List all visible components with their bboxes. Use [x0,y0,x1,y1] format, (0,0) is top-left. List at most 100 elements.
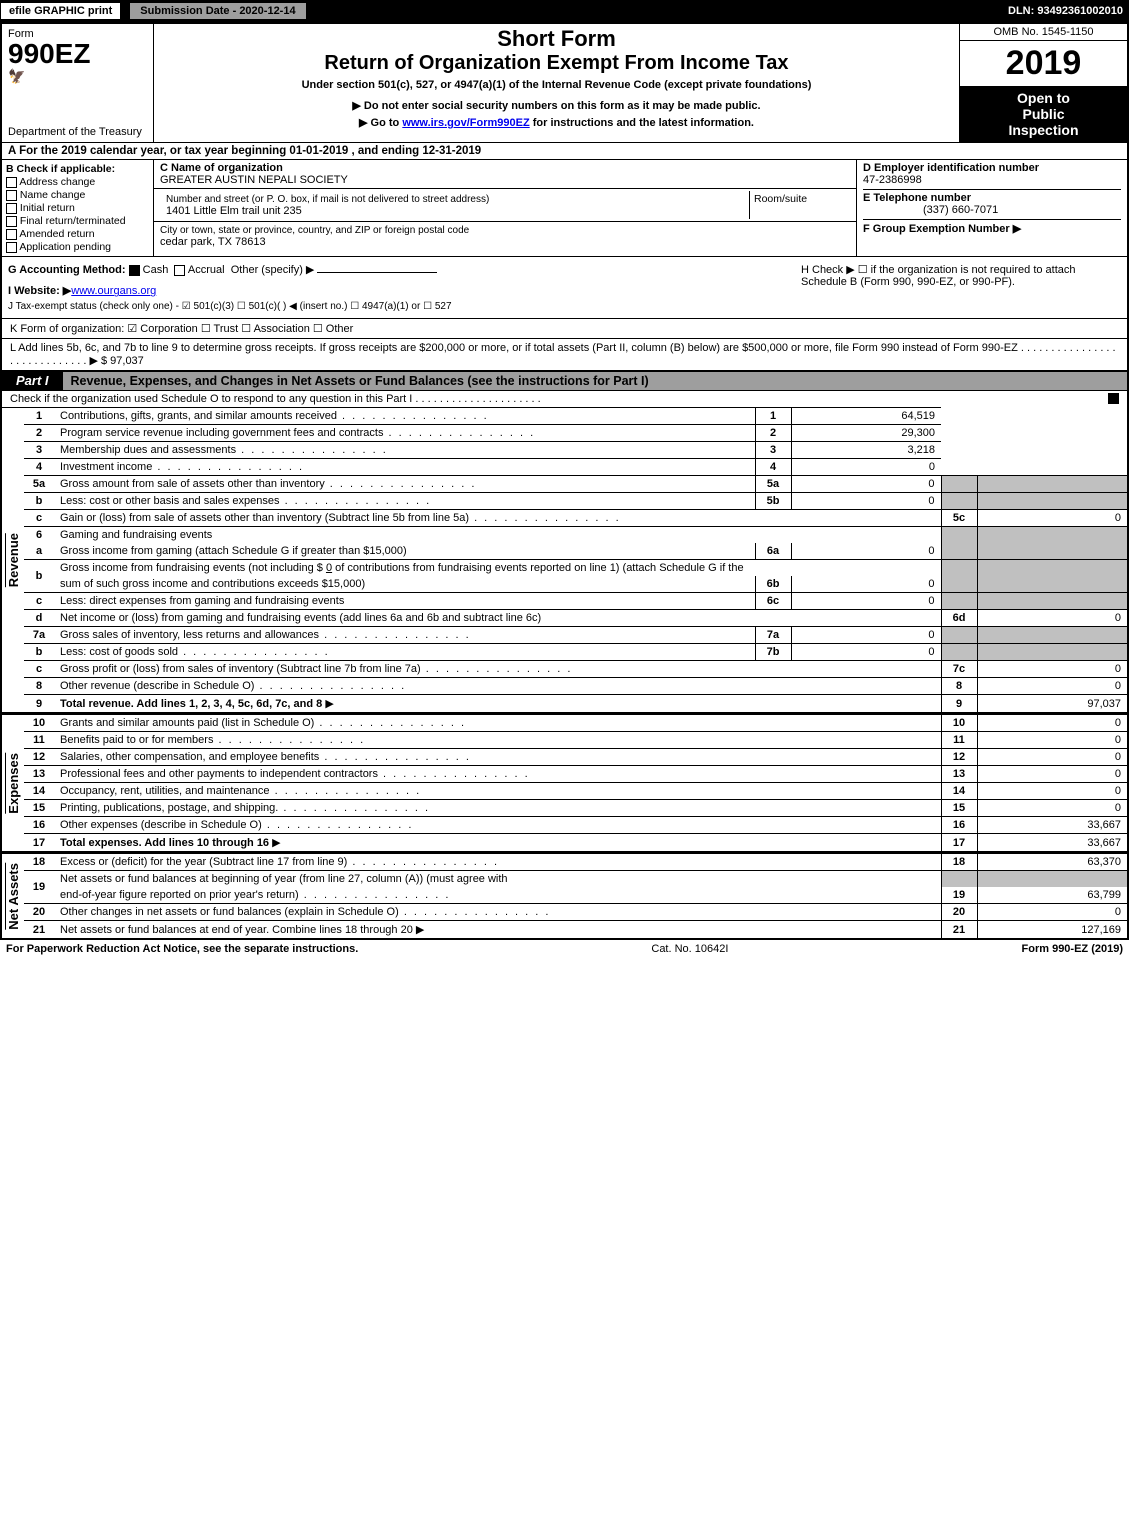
line-16: 16Other expenses (describe in Schedule O… [24,817,1127,834]
form-header: Form 990EZ 🦅 Department of the Treasury … [2,24,1127,142]
schedule-o-checkbox[interactable] [1108,393,1119,404]
line-13: 13Professional fees and other payments t… [24,766,1127,783]
b-opt-address[interactable]: Address change [6,176,149,188]
line-6d: dNet income or (loss) from gaming and fu… [24,610,1127,627]
line-21: 21Net assets or fund balances at end of … [24,921,1127,939]
part1-tab: Part I [2,371,63,390]
c-addr-label: Number and street (or P. O. box, if mail… [166,194,489,205]
c-name-label: C Name of organization [160,162,283,174]
c-city-label: City or town, state or province, country… [160,225,469,236]
dept-label: Department of the Treasury [8,126,147,138]
form-title: Return of Organization Exempt From Incom… [324,52,788,75]
line-5b: bLess: cost or other basis and sales exp… [24,493,1127,510]
revenue-v-label: Revenue [5,533,21,587]
open-to-public-badge: Open to Public Inspection [960,86,1127,142]
line-6b: bGross income from fundraising events (n… [24,560,1127,577]
revenue-section: Revenue 1Contributions, gifts, grants, a… [2,407,1127,712]
open-line3: Inspection [962,122,1125,138]
j-tax-exempt: J Tax-exempt status (check only one) - ☑… [8,301,801,312]
line-20: 20Other changes in net assets or fund ba… [24,904,1127,921]
net-assets-v-label: Net Assets [5,863,21,930]
b-opt-amended[interactable]: Amended return [6,228,149,240]
footer-form-ref: Form 990-EZ (2019) [1022,943,1123,955]
omb-number: OMB No. 1545-1150 [960,24,1127,41]
efile-print-button[interactable]: efile GRAPHIC print [0,2,121,20]
c-name-value: GREATER AUSTIN NEPALI SOCIETY [160,174,348,186]
irs-link[interactable]: www.irs.gov/Form990EZ [402,117,529,129]
line-2: 2Program service revenue including gover… [24,425,1127,442]
e-phone-value: (337) 660-7071 [863,204,998,216]
line-7c: cGross profit or (loss) from sales of in… [24,661,1127,678]
open-line2: Public [962,106,1125,122]
line-7a: 7aGross sales of inventory, less returns… [24,627,1127,644]
net-assets-section: Net Assets 18Excess or (deficit) for the… [2,851,1127,938]
footer-cat: Cat. No. 10642I [651,943,728,955]
d-ein-value: 47-2386998 [863,174,1121,186]
line-6c: cLess: direct expenses from gaming and f… [24,593,1127,610]
section-b-checkboxes: B Check if applicable: Address change Na… [2,160,154,256]
line-1: 1Contributions, gifts, grants, and simil… [24,408,1127,425]
line-7b: bLess: cost of goods sold7b0 [24,644,1127,661]
line-14: 14Occupancy, rent, utilities, and mainte… [24,783,1127,800]
g-accrual-checkbox[interactable] [174,265,185,276]
line-12: 12Salaries, other compensation, and empl… [24,749,1127,766]
line-3: 3Membership dues and assessments33,218 [24,442,1127,459]
open-line1: Open to [962,90,1125,106]
line-11: 11Benefits paid to or for members110 [24,732,1127,749]
g-cash-checkbox[interactable] [129,265,140,276]
line-6a: aGross income from gaming (attach Schedu… [24,543,1127,560]
line-17: 17Total expenses. Add lines 10 through 1… [24,834,1127,852]
form-990ez: Form 990EZ 🦅 Department of the Treasury … [0,22,1129,940]
goto-pre: ▶ Go to [359,117,402,129]
b-opt-initial[interactable]: Initial return [6,202,149,214]
c-addr-value: 1401 Little Elm trail unit 235 [166,205,302,217]
h-schedule-b: H Check ▶ ☐ if the organization is not r… [801,263,1121,312]
line-19: 19Net assets or fund balances at beginni… [24,871,1127,888]
b-opt-final[interactable]: Final return/terminated [6,215,149,227]
submission-date-badge: Submission Date - 2020-12-14 [129,2,306,20]
entity-info-grid: B Check if applicable: Address change Na… [2,159,1127,256]
c-room-suite: Room/suite [750,191,850,219]
line-4: 4Investment income40 [24,459,1127,476]
i-website: I Website: ▶www.ourgans.org [8,284,801,297]
g-h-row: G Accounting Method: Cash Accrual Other … [2,256,1127,318]
dln-number: DLN: 93492361002010 [1008,5,1129,17]
ssn-warning: ▶ Do not enter social security numbers o… [352,99,760,112]
c-city-value: cedar park, TX 78613 [160,236,266,248]
line-6: 6Gaming and fundraising events [24,527,1127,544]
l-gross-receipts: L Add lines 5b, 6c, and 7b to line 9 to … [2,338,1127,370]
page-footer: For Paperwork Reduction Act Notice, see … [0,940,1129,958]
part1-title: Revenue, Expenses, and Changes in Net As… [63,372,1127,390]
website-link[interactable]: www.ourgans.org [71,285,156,297]
b-title: B Check if applicable: [6,163,149,175]
line-15: 15Printing, publications, postage, and s… [24,800,1127,817]
short-form-title: Short Form [497,26,616,52]
c-org-name: C Name of organization GREATER AUSTIN NE… [154,160,856,189]
goto-line: ▶ Go to www.irs.gov/Form990EZ for instru… [359,116,754,129]
line-10: 10Grants and similar amounts paid (list … [24,715,1127,732]
top-bar: efile GRAPHIC print Submission Date - 20… [0,0,1129,22]
b-opt-name[interactable]: Name change [6,189,149,201]
expenses-section: Expenses 10Grants and similar amounts pa… [2,712,1127,851]
part1-bar: Part I Revenue, Expenses, and Changes in… [2,370,1127,390]
form-number: 990EZ [8,40,147,68]
g-accounting: G Accounting Method: Cash Accrual Other … [8,263,801,276]
f-group-exemption: F Group Exemption Number ▶ [863,219,1121,235]
irs-eagle-icon: 🦅 [8,68,147,85]
d-ein-label: D Employer identification number [863,162,1121,174]
b-opt-pending[interactable]: Application pending [6,241,149,253]
k-form-org: K Form of organization: ☑ Corporation ☐ … [2,318,1127,338]
line-9: 9Total revenue. Add lines 1, 2, 3, 4, 5c… [24,695,1127,713]
footer-paperwork: For Paperwork Reduction Act Notice, see … [6,943,358,955]
e-phone-label: E Telephone number [863,192,971,204]
expenses-v-label: Expenses [5,753,21,814]
line-5a: 5aGross amount from sale of assets other… [24,476,1127,493]
line-8: 8Other revenue (describe in Schedule O)8… [24,678,1127,695]
line-18: 18Excess or (deficit) for the year (Subt… [24,854,1127,871]
form-subtitle: Under section 501(c), 527, or 4947(a)(1)… [302,79,812,91]
section-a-period: A For the 2019 calendar year, or tax yea… [2,142,1127,159]
goto-post: for instructions and the latest informat… [530,117,754,129]
line-5c: cGain or (loss) from sale of assets othe… [24,510,1127,527]
tax-year: 2019 [960,41,1127,86]
part1-schedule-o-check: Check if the organization used Schedule … [2,390,1127,407]
